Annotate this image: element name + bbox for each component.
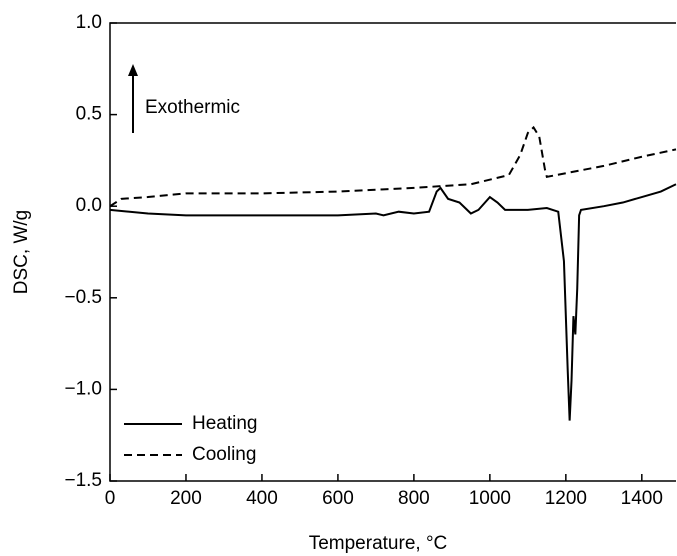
- x-tick-label: 800: [398, 488, 430, 509]
- y-tick-label: −1.5: [64, 470, 102, 491]
- x-tick-label: 1000: [469, 488, 511, 509]
- x-tick-label: 400: [246, 488, 278, 509]
- x-tick-label: 600: [322, 488, 354, 509]
- data-line: [109, 183, 677, 421]
- y-tick-label: −1.0: [64, 378, 102, 399]
- axes: [109, 22, 676, 482]
- x-tick-label: 0: [105, 488, 116, 509]
- annotation: Exothermic: [145, 97, 240, 118]
- legend-label: Heating: [192, 413, 258, 434]
- data-line: [109, 125, 677, 208]
- y-tick-label: −0.5: [64, 287, 102, 308]
- y-tick-label: 1.0: [76, 12, 102, 33]
- arrow-head: [128, 64, 138, 76]
- x-tick-label: 1400: [621, 488, 663, 509]
- x-axis-label: Temperature, °C: [309, 533, 448, 554]
- y-axis-label: DSC, W/g: [11, 210, 32, 294]
- x-tick-label: 1200: [545, 488, 587, 509]
- x-tick-label: 200: [170, 488, 202, 509]
- y-tick-label: 0.5: [76, 104, 102, 125]
- legend-label: Cooling: [192, 444, 256, 465]
- y-tick-label: 0.0: [76, 195, 102, 216]
